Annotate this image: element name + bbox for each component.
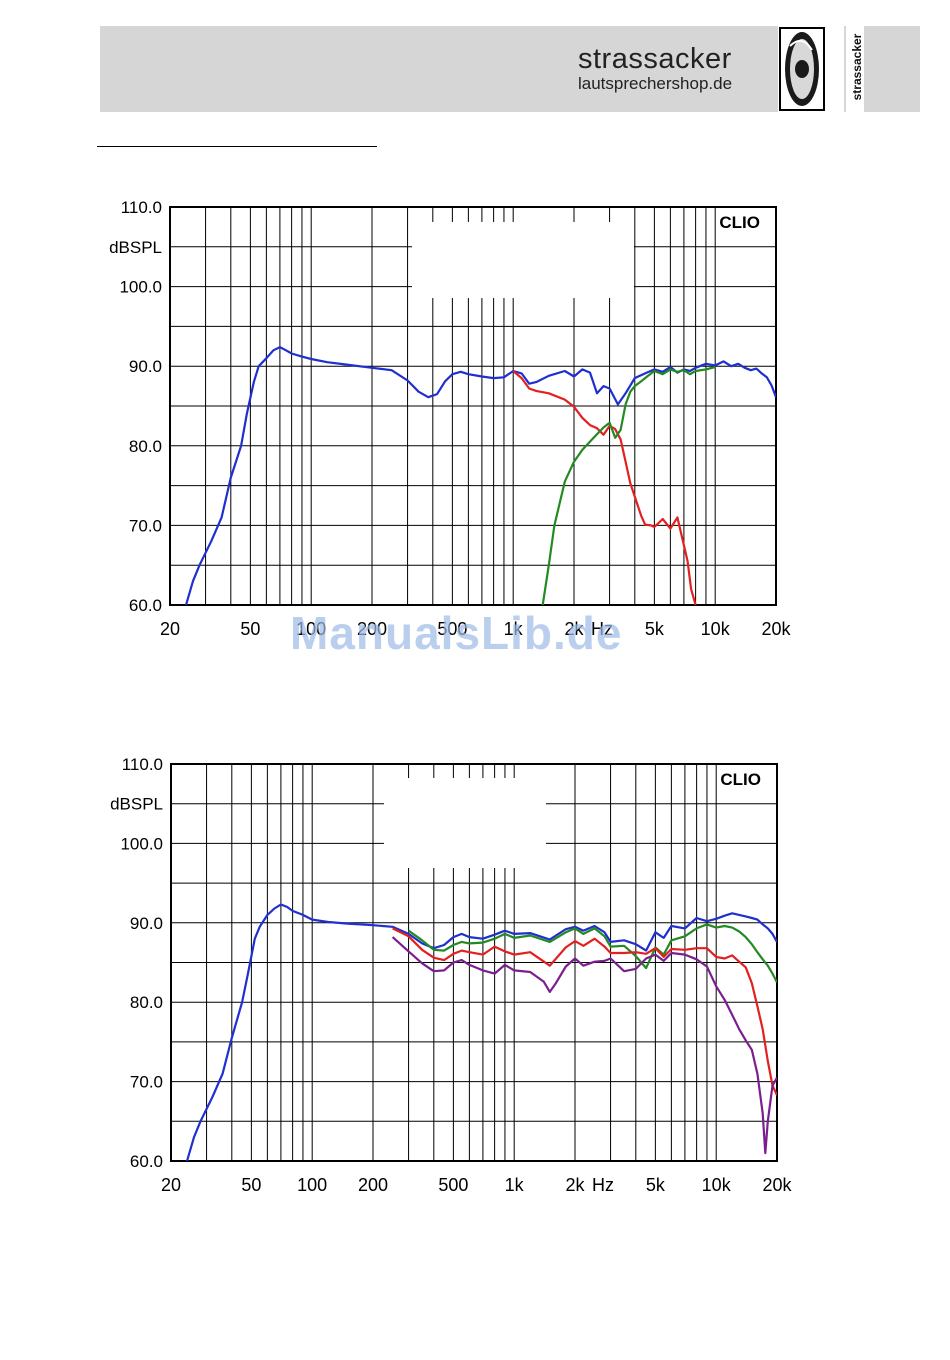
x-tick-label: 20k (762, 1175, 792, 1195)
series-line-1 (184, 346, 776, 605)
x-tick-label: 200 (357, 619, 387, 639)
y-tick-label: 90.0 (129, 357, 162, 376)
plot-frame (169, 206, 777, 606)
x-tick-label: 2k (565, 1175, 585, 1195)
x-tick-label: 10k (702, 1175, 732, 1195)
section-rule (97, 146, 377, 147)
speaker-logo-icon (778, 26, 844, 112)
y-tick-label: 90.0 (130, 914, 163, 933)
plot-frame (170, 763, 778, 1162)
x-tick-label: 50 (241, 1175, 261, 1195)
y-tick-label: 110.0 (122, 755, 163, 774)
series-line-4 (391, 936, 777, 1155)
y-tick-label: 110.0 (121, 198, 162, 217)
y-tick-label: 70.0 (129, 516, 162, 535)
brand-block: strassacker lautsprechershop.de (578, 44, 732, 94)
chart-title: CLIO (720, 770, 761, 789)
frequency-response-chart-1: 110.0 100.0 90.0 80.0 70.0 60.0 dBSPL 20 50 100 20… (109, 198, 791, 639)
x-tick-label: 200 (358, 1175, 388, 1195)
x-tick-label: 100 (297, 1175, 327, 1195)
x-tick-label: 1k (504, 619, 524, 639)
x-tick-label: 5k (646, 1175, 666, 1195)
y-tick-label: 80.0 (129, 437, 162, 456)
x-tick-label: 20 (160, 619, 180, 639)
x-tick-label: 1k (505, 1175, 525, 1195)
x-tick-label: 2k (564, 619, 584, 639)
y-axis-label: dBSPL (110, 795, 163, 814)
legend-blank (384, 778, 546, 868)
frequency-response-chart-2: 110.0 100.0 90.0 80.0 70.0 60.0 dBSPL 20 50 100 20… (110, 755, 792, 1195)
y-axis-label: dBSPL (109, 238, 162, 257)
brand-site: lautsprechershop.de (578, 74, 733, 93)
series-line-3 (541, 365, 716, 605)
x-tick-label: 50 (240, 619, 260, 639)
y-tick-label: 100.0 (120, 834, 163, 853)
series-line-1 (185, 903, 777, 1161)
vertical-logo-text: strassacker (846, 26, 864, 112)
legend-blank (412, 222, 634, 298)
chart-title: CLIO (719, 213, 760, 232)
y-tick-label: 60.0 (130, 1152, 163, 1171)
y-tick-label: 60.0 (129, 596, 162, 615)
brand-name: strassacker (578, 43, 732, 75)
series-line-2 (512, 370, 697, 605)
y-tick-label: 80.0 (130, 993, 163, 1012)
watermark-text: ManualsLib.de (290, 607, 623, 659)
y-tick-label: 100.0 (119, 278, 162, 297)
x-tick-label: 10k (701, 619, 731, 639)
x-tick-label: 500 (438, 1175, 468, 1195)
y-tick-label: 70.0 (130, 1073, 163, 1092)
x-tick-label: 20 (161, 1175, 181, 1195)
x-tick-label: 100 (296, 619, 326, 639)
series-line-2 (407, 923, 777, 983)
x-axis-unit-label: Hz (592, 1175, 614, 1195)
x-tick-label: 20k (761, 619, 791, 639)
x-axis-unit-label: Hz (591, 619, 613, 639)
x-tick-label: 500 (437, 619, 467, 639)
x-tick-label: 5k (645, 619, 665, 639)
series-line-3 (392, 927, 777, 1096)
